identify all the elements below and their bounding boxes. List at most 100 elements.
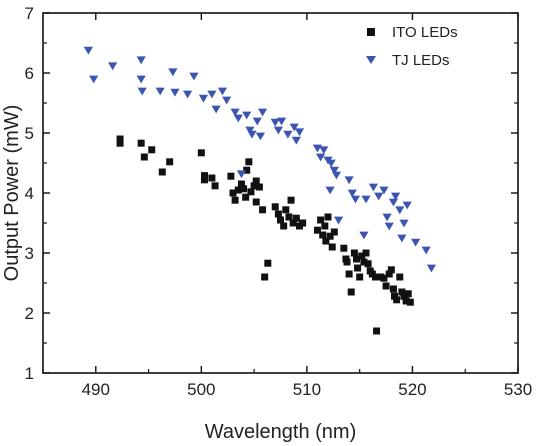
- ito-point: [229, 189, 237, 197]
- ito-point: [319, 231, 327, 239]
- ito-point: [252, 198, 260, 206]
- tj-point: [255, 132, 266, 141]
- tj-point: [344, 176, 354, 185]
- ito-point: [211, 182, 219, 190]
- ito-point: [364, 260, 372, 268]
- tj-point: [395, 206, 405, 215]
- ito-point: [322, 237, 330, 245]
- y-tick-label: 4: [25, 184, 34, 203]
- tj-point: [276, 117, 287, 126]
- tj-point: [294, 128, 305, 137]
- ito-point: [231, 196, 239, 204]
- ito-point: [391, 292, 398, 300]
- tj-point: [325, 186, 335, 195]
- tj-point: [136, 56, 146, 65]
- legend-marker-tj: [366, 56, 376, 64]
- ito-point: [242, 193, 250, 201]
- ito-point: [404, 290, 412, 298]
- tj-point: [331, 171, 342, 180]
- tj-point: [388, 198, 399, 207]
- tj-point: [411, 238, 421, 247]
- tj-point: [379, 186, 389, 195]
- ito-point: [328, 243, 336, 251]
- x-axis-title: Wavelength (nm): [205, 421, 357, 443]
- ito-point: [247, 188, 255, 196]
- tj-point: [211, 105, 221, 114]
- tj-point: [350, 195, 361, 204]
- ito-point: [387, 266, 395, 274]
- ito-point: [330, 228, 338, 236]
- tj-point: [283, 130, 293, 139]
- ito-point: [400, 292, 408, 300]
- tj-point: [368, 183, 378, 192]
- tj-point: [198, 94, 209, 103]
- tj-point: [230, 108, 240, 117]
- ito-point: [380, 274, 388, 282]
- ito-point: [354, 264, 362, 272]
- tj-point: [170, 88, 180, 97]
- ito-point: [208, 174, 216, 182]
- ito-point: [358, 252, 366, 260]
- tj-point: [359, 231, 369, 240]
- ito-point: [385, 270, 393, 278]
- y-tick-label: 2: [25, 304, 34, 323]
- ito-point: [237, 180, 245, 188]
- ito-point: [116, 135, 124, 143]
- x-tick-label: 520: [398, 380, 426, 399]
- tj-point: [137, 87, 147, 96]
- legend-marker-ito: [367, 28, 375, 36]
- ito-point: [353, 255, 360, 263]
- ito-point: [360, 258, 368, 266]
- ito-point: [406, 298, 414, 306]
- x-tick-label: 510: [293, 380, 321, 399]
- tj-point: [397, 234, 407, 243]
- ito-point: [137, 139, 145, 147]
- tj-point: [273, 126, 283, 135]
- y-tick-label: 7: [25, 4, 34, 23]
- tj-point: [347, 189, 357, 198]
- ito-point: [324, 213, 332, 221]
- x-tick-label: 530: [504, 380, 532, 399]
- ito-point: [345, 270, 353, 278]
- ito-point: [234, 186, 242, 194]
- tj-point: [108, 62, 118, 71]
- y-tick-label: 5: [25, 124, 34, 143]
- tj-point: [242, 111, 252, 120]
- ito-point: [389, 285, 397, 293]
- tj-point: [252, 117, 262, 126]
- tj-point: [319, 146, 329, 155]
- tj-point: [83, 46, 93, 55]
- tj-point: [390, 192, 401, 201]
- tj-point: [329, 166, 339, 175]
- ito-point: [285, 213, 293, 221]
- tj-point: [247, 130, 257, 139]
- ito-point: [197, 149, 205, 157]
- ito-point: [201, 172, 208, 180]
- tj-point: [233, 114, 243, 123]
- tj-point: [236, 170, 247, 179]
- ito-point: [201, 176, 208, 184]
- ito-point: [277, 216, 284, 224]
- ito-point: [372, 273, 379, 281]
- tj-point: [222, 96, 232, 105]
- x-tick-label: 490: [82, 380, 110, 399]
- ito-point: [259, 206, 267, 214]
- ito-point: [347, 288, 355, 296]
- tj-point: [316, 153, 326, 162]
- ito-point: [292, 214, 300, 222]
- ito-point: [326, 232, 334, 240]
- tj-point: [291, 136, 301, 145]
- ito-point: [317, 216, 325, 224]
- ito-point: [350, 249, 358, 257]
- ito-point: [321, 222, 329, 230]
- tj-point: [333, 216, 344, 225]
- legend-label-tj: TJ LEDs: [392, 52, 450, 69]
- tj-point: [399, 219, 409, 228]
- y-tick-label: 6: [25, 64, 34, 83]
- tj-point: [183, 90, 193, 99]
- ito-point: [166, 158, 174, 166]
- ito-point: [227, 172, 235, 180]
- tj-point: [245, 126, 255, 135]
- ito-point: [382, 282, 390, 290]
